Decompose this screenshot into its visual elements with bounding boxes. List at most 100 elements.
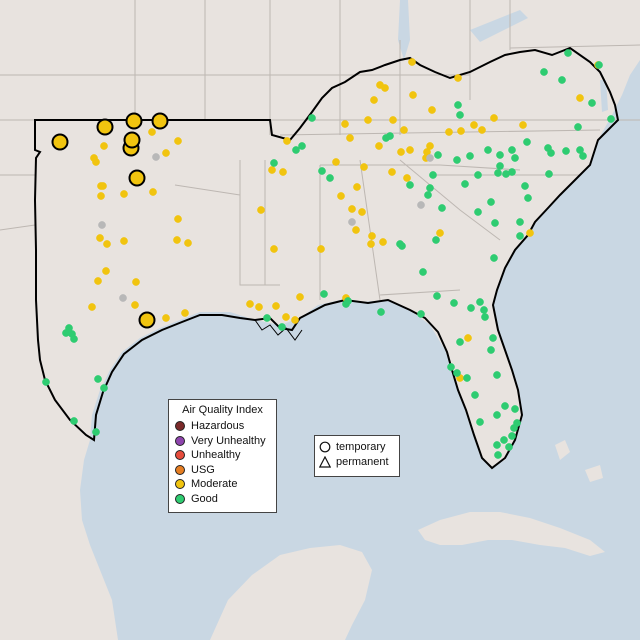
good-station-marker[interactable]	[511, 405, 519, 413]
good-station-marker[interactable]	[432, 236, 440, 244]
moderate-station-marker[interactable]	[358, 208, 366, 216]
good-station-marker[interactable]	[466, 152, 474, 160]
good-station-marker[interactable]	[467, 304, 475, 312]
moderate-station-marker[interactable]	[445, 128, 453, 136]
moderate-station-marker[interactable]	[379, 238, 387, 246]
moderate-station-marker[interactable]	[464, 334, 472, 342]
good-station-marker[interactable]	[558, 76, 566, 84]
good-station-marker[interactable]	[487, 346, 495, 354]
temporary-monitor-marker[interactable]	[123, 131, 141, 149]
good-station-marker[interactable]	[595, 61, 603, 69]
good-station-marker[interactable]	[417, 310, 425, 318]
moderate-station-marker[interactable]	[282, 313, 290, 321]
temporary-monitor-marker[interactable]	[151, 112, 169, 130]
moderate-station-marker[interactable]	[346, 134, 354, 142]
moderate-station-marker[interactable]	[436, 229, 444, 237]
good-station-marker[interactable]	[487, 198, 495, 206]
good-station-marker[interactable]	[92, 428, 100, 436]
good-station-marker[interactable]	[70, 417, 78, 425]
good-station-marker[interactable]	[564, 49, 572, 57]
moderate-station-marker[interactable]	[132, 278, 140, 286]
good-station-marker[interactable]	[433, 292, 441, 300]
moderate-station-marker[interactable]	[283, 137, 291, 145]
moderate-station-marker[interactable]	[279, 168, 287, 176]
good-station-marker[interactable]	[511, 154, 519, 162]
moderate-station-marker[interactable]	[99, 182, 107, 190]
moderate-station-marker[interactable]	[102, 267, 110, 275]
good-station-marker[interactable]	[320, 290, 328, 298]
good-station-marker[interactable]	[62, 329, 70, 337]
good-station-marker[interactable]	[500, 436, 508, 444]
moderate-station-marker[interactable]	[296, 293, 304, 301]
good-station-marker[interactable]	[463, 374, 471, 382]
moderate-station-marker[interactable]	[341, 120, 349, 128]
good-station-marker[interactable]	[505, 443, 513, 451]
moderate-station-marker[interactable]	[348, 205, 356, 213]
moderate-station-marker[interactable]	[149, 188, 157, 196]
good-station-marker[interactable]	[278, 323, 286, 331]
good-station-marker[interactable]	[574, 123, 582, 131]
good-station-marker[interactable]	[508, 432, 516, 440]
moderate-station-marker[interactable]	[257, 206, 265, 214]
good-station-marker[interactable]	[489, 334, 497, 342]
good-station-marker[interactable]	[579, 152, 587, 160]
good-station-marker[interactable]	[456, 111, 464, 119]
good-station-marker[interactable]	[493, 411, 501, 419]
good-station-marker[interactable]	[342, 300, 350, 308]
moderate-station-marker[interactable]	[181, 309, 189, 317]
good-station-marker[interactable]	[377, 308, 385, 316]
good-station-marker[interactable]	[510, 424, 518, 432]
moderate-station-marker[interactable]	[406, 146, 414, 154]
good-station-marker[interactable]	[298, 142, 306, 150]
good-station-marker[interactable]	[270, 159, 278, 167]
no-data-station-marker[interactable]	[417, 201, 425, 209]
moderate-station-marker[interactable]	[174, 137, 182, 145]
moderate-station-marker[interactable]	[367, 240, 375, 248]
moderate-station-marker[interactable]	[268, 166, 276, 174]
no-data-station-marker[interactable]	[152, 153, 160, 161]
good-station-marker[interactable]	[496, 151, 504, 159]
moderate-station-marker[interactable]	[291, 316, 299, 324]
good-station-marker[interactable]	[491, 219, 499, 227]
good-station-marker[interactable]	[100, 384, 108, 392]
moderate-station-marker[interactable]	[375, 142, 383, 150]
good-station-marker[interactable]	[545, 170, 553, 178]
moderate-station-marker[interactable]	[270, 245, 278, 253]
moderate-station-marker[interactable]	[576, 94, 584, 102]
moderate-station-marker[interactable]	[428, 106, 436, 114]
good-station-marker[interactable]	[521, 182, 529, 190]
good-station-marker[interactable]	[490, 254, 498, 262]
moderate-station-marker[interactable]	[120, 237, 128, 245]
moderate-station-marker[interactable]	[370, 96, 378, 104]
moderate-station-marker[interactable]	[352, 226, 360, 234]
good-station-marker[interactable]	[494, 451, 502, 459]
good-station-marker[interactable]	[308, 114, 316, 122]
moderate-station-marker[interactable]	[174, 215, 182, 223]
good-station-marker[interactable]	[484, 146, 492, 154]
good-station-marker[interactable]	[454, 101, 462, 109]
moderate-station-marker[interactable]	[96, 234, 104, 242]
good-station-marker[interactable]	[456, 338, 464, 346]
moderate-station-marker[interactable]	[100, 142, 108, 150]
good-station-marker[interactable]	[501, 402, 509, 410]
moderate-station-marker[interactable]	[162, 314, 170, 322]
good-station-marker[interactable]	[481, 313, 489, 321]
good-station-marker[interactable]	[562, 147, 570, 155]
good-station-marker[interactable]	[547, 149, 555, 157]
moderate-station-marker[interactable]	[173, 236, 181, 244]
good-station-marker[interactable]	[318, 167, 326, 175]
good-station-marker[interactable]	[263, 314, 271, 322]
moderate-station-marker[interactable]	[426, 142, 434, 150]
moderate-station-marker[interactable]	[519, 121, 527, 129]
no-data-station-marker[interactable]	[119, 294, 127, 302]
good-station-marker[interactable]	[42, 378, 50, 386]
good-station-marker[interactable]	[461, 180, 469, 188]
good-station-marker[interactable]	[382, 134, 390, 142]
moderate-station-marker[interactable]	[526, 229, 534, 237]
moderate-station-marker[interactable]	[317, 245, 325, 253]
moderate-station-marker[interactable]	[490, 114, 498, 122]
temporary-monitor-marker[interactable]	[128, 169, 146, 187]
moderate-station-marker[interactable]	[131, 301, 139, 309]
moderate-station-marker[interactable]	[397, 148, 405, 156]
good-station-marker[interactable]	[523, 138, 531, 146]
